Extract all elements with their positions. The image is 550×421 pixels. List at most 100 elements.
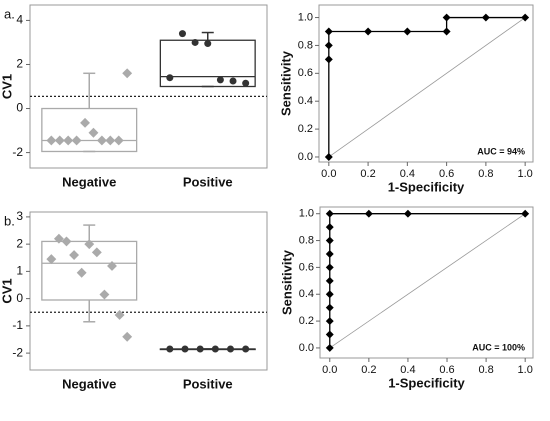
data-point [69,250,80,260]
y-tick-label: 0.4 [298,95,313,107]
roc-point [521,13,530,22]
data-point [216,76,224,84]
box [159,39,256,88]
data-point [204,40,212,48]
roc-point [364,27,373,36]
box [41,107,138,153]
data-point [105,135,116,146]
data-point [99,289,110,300]
data-point [88,127,99,138]
plot-frame [29,4,268,169]
data-point [211,345,219,353]
x-tick-label: Positive [183,376,233,391]
roc-point [403,209,412,218]
y-tick-label: 0.2 [299,315,314,327]
y-tick-label: 0.8 [298,39,313,51]
roc-point [403,27,412,36]
data-point [122,331,133,342]
panel-label: a. [4,6,15,21]
x-tick-label: Negative [62,174,116,189]
x-tick-label: 0.2 [360,168,375,180]
x-tick-label: 0.6 [439,364,454,376]
roc-point [325,276,334,285]
x-tick-label: Negative [62,376,116,391]
data-point [76,267,87,278]
data-point [113,135,124,146]
y-tick-label: 0.0 [299,342,314,354]
roc-point [325,236,334,245]
x-tick-label: 0.4 [400,168,415,180]
data-point [114,310,125,320]
roc-point [324,153,333,161]
data-point [242,345,250,353]
data-point [196,345,204,353]
roc-point [325,303,334,312]
y-axis-label: CV1 [0,74,14,99]
roc-point [324,55,333,64]
y-tick-label: 1.0 [298,11,313,23]
y-tick-label: -1 [12,318,23,332]
x-tick-label: 0.8 [478,168,493,180]
data-point [122,68,133,79]
data-point [80,117,90,128]
roc-curve [328,16,526,157]
y-tick-label: 0.8 [299,234,314,246]
data-point [96,135,107,146]
roc-point [325,317,334,326]
data-point [53,233,64,244]
y-tick-label: 0.2 [298,123,313,135]
x-tick-label: 0.4 [400,364,415,376]
y-tick-label: 0.0 [298,151,313,163]
y-tick-label: -2 [12,145,23,159]
reference-diagonal [329,213,526,349]
y-axis-label: CV1 [0,278,14,303]
roc-point [325,223,334,232]
y-tick-label: 0.6 [299,261,314,273]
data-point [166,345,174,353]
y-tick-label: 1 [16,264,23,278]
y-tick-label: 1.0 [299,208,314,220]
roc-point [325,209,334,218]
reference-diagonal [328,17,526,158]
roc-point [324,27,333,36]
y-tick-label: 2 [16,236,23,250]
data-point [54,135,65,146]
data-point [178,30,186,38]
data-point [61,236,72,247]
data-point [46,254,57,265]
data-point [46,135,57,146]
data-point [84,239,95,250]
roc-point [364,209,373,218]
y-tick-label: 0 [16,291,23,305]
y-tick-label: 0.6 [298,67,313,79]
panel-label: b. [4,213,15,228]
x-tick-label: 0.2 [361,364,376,376]
x-tick-label: 1.0 [518,364,533,376]
data-point [63,135,74,146]
y-tick-label: 2 [16,57,23,71]
data-point [242,79,250,87]
auc-annotation: AUC = 100% [472,342,525,352]
data-point [107,260,117,271]
y-tick-label: 3 [16,209,23,223]
auc-annotation: AUC = 94% [477,146,525,156]
roc-point [325,343,334,352]
data-point [71,135,82,146]
data-point [91,247,102,258]
roc-point [324,41,333,50]
plot-frame [319,206,534,359]
y-tick-label: -2 [12,345,23,359]
x-tick-label: 0.6 [439,168,454,180]
x-tick-label: 0.0 [321,168,336,180]
plot-frame [29,211,268,371]
y-tick-label: 4 [16,13,23,27]
y-tick-label: 0 [16,101,23,115]
roc-point [325,330,334,339]
x-tick-label: 1.0 [517,168,532,180]
roc-point [325,290,334,299]
roc-point [481,13,490,22]
data-point [191,38,199,46]
x-tick-label: 0.0 [322,364,337,376]
roc-point [325,263,334,272]
